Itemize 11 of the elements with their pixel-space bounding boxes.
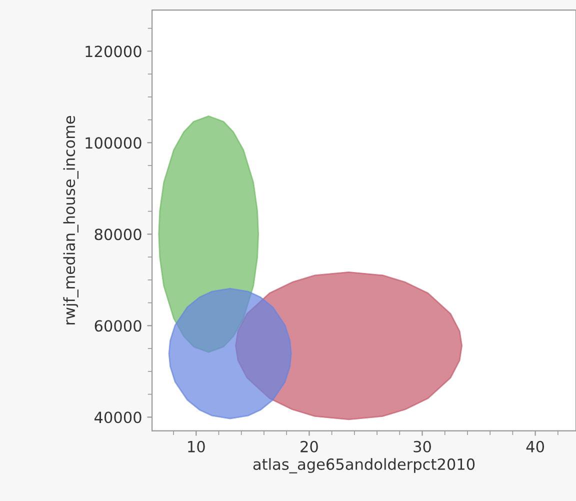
y-axis-title: rwjf_median_house_income xyxy=(63,116,78,324)
y-tick-label: 100000 xyxy=(86,137,142,149)
y-tick-label: 120000 xyxy=(86,46,142,58)
x-tick-label: 40 xyxy=(526,440,544,452)
x-tick-label: 10 xyxy=(188,440,205,452)
x-axis-title: atlas_age65andolderpct2010 xyxy=(253,458,475,474)
y-tick-label: 80000 xyxy=(94,228,142,240)
y-tick-label: 60000 xyxy=(94,320,142,332)
y-tick-label: 40000 xyxy=(94,412,142,424)
x-tick-label: 20 xyxy=(300,440,318,452)
x-tick-label: 30 xyxy=(414,440,431,452)
